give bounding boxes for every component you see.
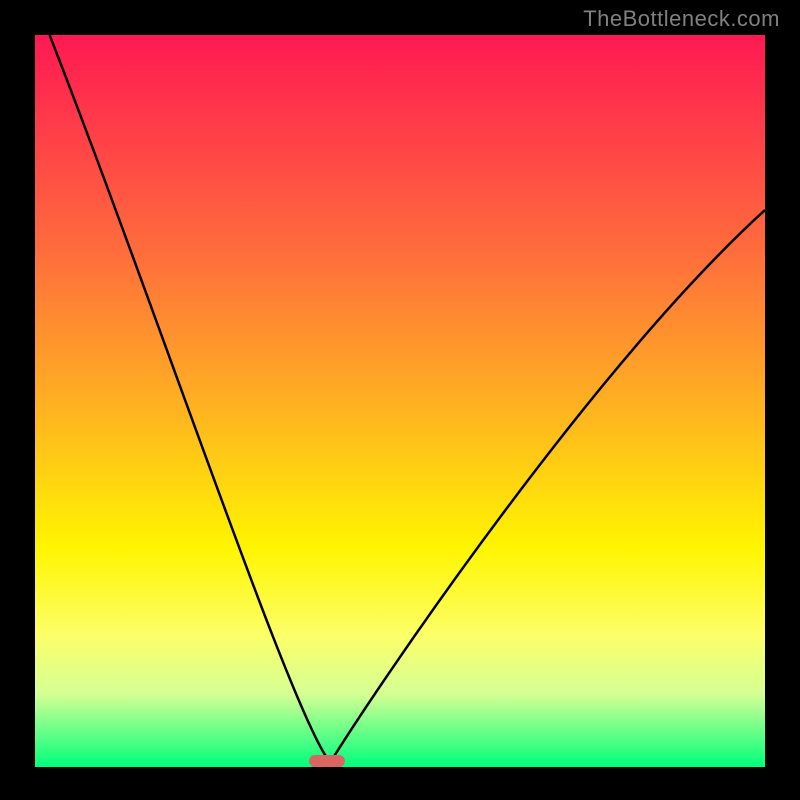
chart-plot-area bbox=[35, 35, 765, 767]
watermark-text: TheBottleneck.com bbox=[583, 6, 780, 32]
curve-path bbox=[50, 35, 765, 760]
bottleneck-curve bbox=[35, 35, 765, 767]
minimum-marker bbox=[309, 755, 345, 767]
